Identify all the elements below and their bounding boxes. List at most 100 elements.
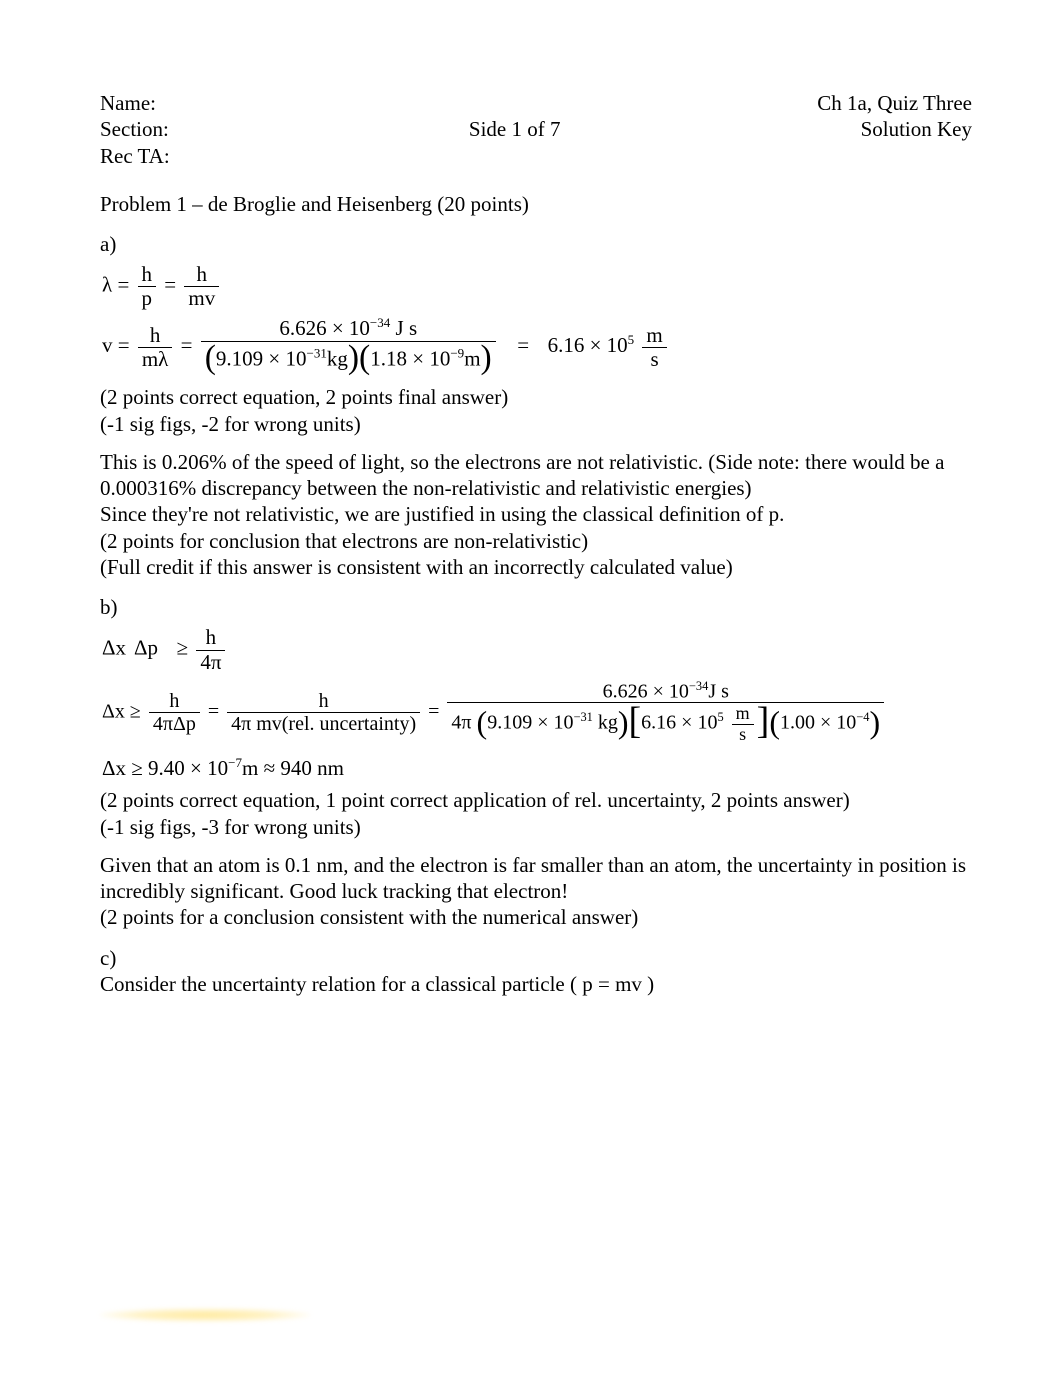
part-c-label: c) xyxy=(100,945,972,971)
paren-open: ( xyxy=(477,704,488,740)
den-mass-exp: −31 xyxy=(307,345,327,360)
v-symbol: v xyxy=(102,333,113,357)
frac-den: 4π mv(rel. uncertainty) xyxy=(227,713,420,735)
recta-label: Rec TA: xyxy=(100,143,170,169)
equals: = xyxy=(118,333,130,357)
part-a-para3: (2 points for conclusion that electrons … xyxy=(100,528,972,554)
side-label: Side 1 of 7 xyxy=(169,116,861,142)
problem-title: Problem 1 – de Broglie and Heisenberg (2… xyxy=(100,191,972,217)
frac-den: (9.109 × 10−31kg)(1.18 × 10−9m) xyxy=(201,342,496,379)
den-mass-exp: −31 xyxy=(573,710,592,724)
geq-symbol: ≥ xyxy=(130,700,141,722)
frac-num: h xyxy=(149,690,200,713)
dp-symbol: Δp xyxy=(134,636,158,660)
part-a-eq1: λ = h p = h mv xyxy=(102,263,972,310)
part-b-para2: (2 points for a conclusion consistent wi… xyxy=(100,904,972,930)
dx-symbol: Δx xyxy=(102,636,126,660)
num-unit: J s xyxy=(708,680,729,702)
den-wl-exp: −9 xyxy=(450,345,464,360)
den-wl-unit: m xyxy=(464,346,480,370)
den-rel: 1.00 × 10 xyxy=(780,712,856,734)
frac-num: m xyxy=(642,324,666,348)
frac-den: mv xyxy=(184,287,219,310)
equals: = xyxy=(208,700,219,722)
frac-den: mλ xyxy=(138,348,173,371)
frac-num: h xyxy=(138,324,173,348)
part-a-grading1: (2 points correct equation, 2 points fin… xyxy=(100,384,972,410)
frac-den: 4πΔp xyxy=(149,713,200,735)
dx-symbol: Δx xyxy=(102,700,125,722)
den-v: 6.16 × 10 xyxy=(641,712,717,734)
paren-open: ( xyxy=(205,339,216,376)
part-b-eq1: Δx Δp ≥ h 4π xyxy=(102,626,972,673)
equals: = xyxy=(164,273,176,297)
frac-numeric: 6.626 × 10−34 J s (9.109 × 10−31kg)(1.18… xyxy=(201,316,496,378)
num-exp: −34 xyxy=(370,315,390,330)
course-label: Ch 1a, Quiz Three xyxy=(817,90,972,116)
bracket-close: ] xyxy=(757,700,770,742)
frac-h-over-4pi: h 4π xyxy=(196,626,225,673)
frac-num: h xyxy=(227,690,420,713)
num-exp: −34 xyxy=(689,679,708,693)
part-a-label: a) xyxy=(100,231,972,257)
frac-num: 6.626 × 10−34 J s xyxy=(201,316,496,341)
frac-den: p xyxy=(138,287,157,310)
frac-num: h xyxy=(184,263,219,287)
paren-open: ( xyxy=(769,704,780,740)
part-b-grading2: (-1 sig figs, -3 for wrong units) xyxy=(100,814,972,840)
header: Name: Ch 1a, Quiz Three Section: Side 1 … xyxy=(100,90,972,169)
geq-symbol: ≥ xyxy=(177,636,189,660)
frac-num: m xyxy=(732,704,754,725)
frac-h-over-mlambda: h mλ xyxy=(138,324,173,371)
bracket-open: [ xyxy=(629,700,642,742)
den-mass: 9.109 × 10 xyxy=(487,712,573,734)
frac-den: s xyxy=(642,348,666,371)
result-exp: 5 xyxy=(628,332,635,347)
num-value: 6.626 × 10 xyxy=(603,680,689,702)
frac-h-over-mv: h mv xyxy=(184,263,219,310)
part-a-eq2: v = h mλ = 6.626 × 10−34 J s (9.109 × 10… xyxy=(102,316,972,378)
name-label: Name: xyxy=(100,90,156,116)
den-v-exp: 5 xyxy=(717,710,723,724)
frac-numeric-big: 6.626 × 10−34J s 4π (9.109 × 10−31 kg)[6… xyxy=(447,680,884,745)
highlight-glow xyxy=(100,1308,310,1322)
part-a-grading2: (-1 sig figs, -2 for wrong units) xyxy=(100,411,972,437)
part-a-para1: This is 0.206% of the speed of light, so… xyxy=(100,449,972,502)
part-a-para2: Since they're not relativistic, we are j… xyxy=(100,501,972,527)
frac-h-over-p: h p xyxy=(138,263,157,310)
equals: = xyxy=(517,333,529,357)
paren-close: ) xyxy=(618,704,629,740)
part-b-para1: Given that an atom is 0.1 nm, and the el… xyxy=(100,852,972,905)
equals: = xyxy=(181,333,193,357)
equals: = xyxy=(117,273,129,297)
part-b-label: b) xyxy=(100,594,972,620)
part-b-grading1: (2 points correct equation, 1 point corr… xyxy=(100,787,972,813)
section-label: Section: xyxy=(100,116,169,142)
frac-unit: m s xyxy=(642,324,666,371)
key-label: Solution Key xyxy=(861,116,972,142)
den-wl: 1.18 × 10 xyxy=(370,346,450,370)
part-b-eq2: Δx ≥ h 4πΔp = h 4π mv(rel. uncertainty) … xyxy=(102,680,972,745)
eq3-rest: m ≈ 940 nm xyxy=(242,756,344,780)
den-mass-unit: kg xyxy=(327,346,348,370)
part-c-line: Consider the uncertainty relation for a … xyxy=(100,971,972,997)
paren-open: ( xyxy=(359,339,370,376)
den-rel-exp: −4 xyxy=(856,710,869,724)
part-a-para4: (Full credit if this answer is consisten… xyxy=(100,554,972,580)
num-unit: J s xyxy=(390,316,417,340)
frac-den: 4π (9.109 × 10−31 kg)[6.16 × 105 m s ](1… xyxy=(447,703,884,745)
eq3-line: Δx ≥ 9.40 × 10 xyxy=(102,756,228,780)
eq3-exp: −7 xyxy=(228,755,242,770)
part-b-eq3: Δx ≥ 9.40 × 10−7m ≈ 940 nm xyxy=(102,755,972,781)
result-value: 6.16 × 10 xyxy=(548,333,628,357)
equals: = xyxy=(428,700,439,722)
frac-num: 6.626 × 10−34J s xyxy=(447,680,884,704)
frac-h-over-4pimvrel: h 4π mv(rel. uncertainty) xyxy=(227,690,420,735)
frac-num: h xyxy=(138,263,157,287)
paren-close: ) xyxy=(869,704,880,740)
paren-close: ) xyxy=(348,339,359,376)
den-4pi: 4π xyxy=(451,712,471,734)
frac-h-over-4pidp: h 4πΔp xyxy=(149,690,200,735)
lambda-symbol: λ xyxy=(102,273,112,297)
num-value: 6.626 × 10 xyxy=(279,316,370,340)
